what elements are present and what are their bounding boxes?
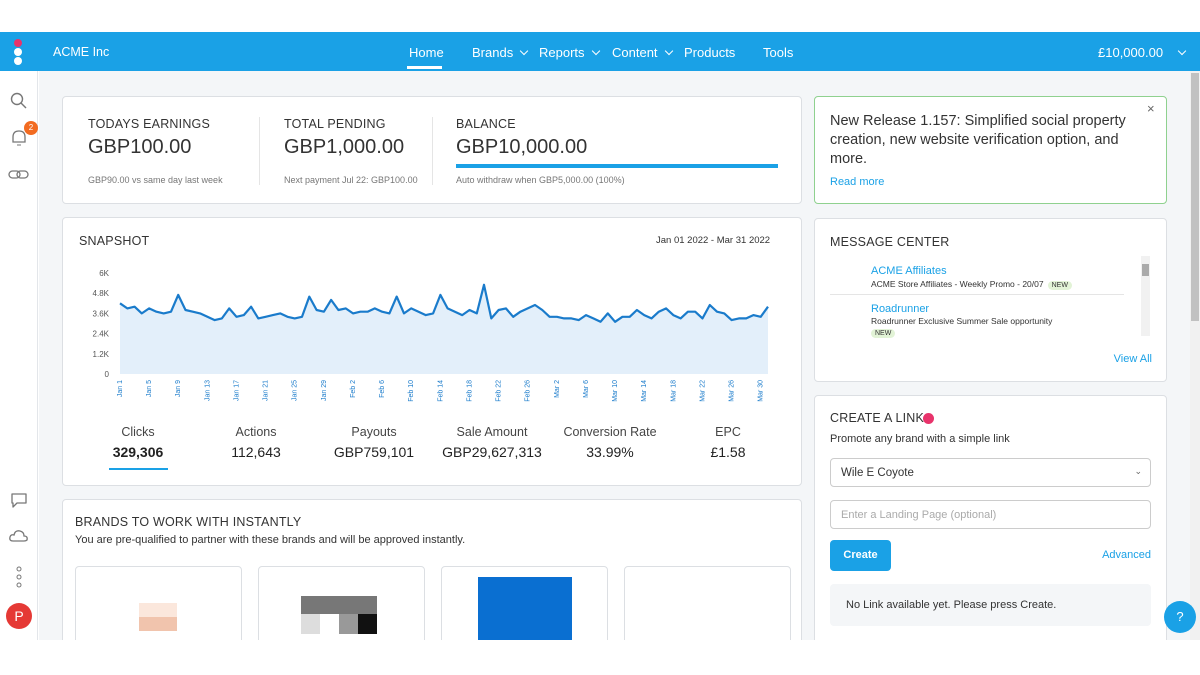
top-nav <box>0 32 1200 71</box>
logo-dot <box>14 48 22 56</box>
logo[interactable] <box>14 39 22 47</box>
advanced-link[interactable]: Advanced <box>1102 549 1151 561</box>
message-from[interactable]: ACME Affiliates <box>871 265 947 277</box>
create-link-card: CREATE A LINK Promote any brand with a s… <box>814 395 1167 655</box>
metric-label[interactable]: Payouts <box>351 425 397 439</box>
bottom-band <box>0 640 1200 675</box>
brands-card: BRANDS TO WORK WITH INSTANTLY You are pr… <box>62 499 802 659</box>
cloud-icon[interactable] <box>8 528 30 544</box>
chat-icon[interactable] <box>9 491 29 509</box>
message-tag: NEW <box>1047 281 1072 290</box>
metric-value: 329,306 <box>112 444 164 460</box>
help-button[interactable]: ? <box>1164 601 1196 633</box>
brand-select[interactable]: Wile E Coyote ⌄ <box>830 458 1151 487</box>
metric-label[interactable]: Clicks <box>121 425 155 439</box>
earnings-note: GBP90.00 vs same day last week <box>88 175 223 185</box>
brand-name[interactable]: ACME Inc <box>53 45 110 59</box>
earnings-note: Auto withdraw when GBP5,000.00 (100%) <box>456 175 625 185</box>
metric-value: 112,643 <box>231 444 281 460</box>
nav-item[interactable]: Content <box>612 45 673 60</box>
scrollbar <box>1190 71 1200 640</box>
brands-title: BRANDS TO WORK WITH INSTANTLY <box>75 515 302 529</box>
release-card: New Release 1.157: Simplified social pro… <box>814 96 1167 204</box>
metric-underline <box>109 468 168 470</box>
divider <box>432 117 433 185</box>
info-icon[interactable] <box>923 413 934 424</box>
nav-item[interactable]: Products <box>684 45 736 60</box>
metric-label[interactable]: Actions <box>235 425 277 439</box>
create-button[interactable]: Create <box>830 540 891 571</box>
earnings-card: TODAYS EARNINGS GBP100.00 GBP90.00 vs sa… <box>62 96 802 204</box>
message-text[interactable]: Roadrunner Exclusive Summer Sale opportu… <box>871 316 1053 326</box>
metric-label[interactable]: Sale Amount <box>456 425 528 439</box>
message-scroll-thumb[interactable] <box>1142 264 1149 276</box>
read-more[interactable]: Read more <box>830 176 885 188</box>
balance-menu[interactable]: £10,000.00 <box>1098 45 1187 60</box>
metric-value: GBP759,101 <box>333 444 415 460</box>
brand-logo <box>301 596 377 634</box>
earnings-title: TOTAL PENDING <box>284 117 386 131</box>
earnings-amount: GBP100.00 <box>88 136 192 158</box>
balance[interactable]: £10,000.00 <box>1098 45 1164 60</box>
snapshot-card: SNAPSHOT Jan 01 2022 - Mar 31 2022 Click… <box>62 217 802 486</box>
close-button[interactable]: × <box>1147 101 1155 116</box>
avatar[interactable]: P <box>6 603 32 629</box>
create-link-title: CREATE A LINK <box>830 411 925 425</box>
metric-label[interactable]: Conversion Rate <box>563 425 657 439</box>
release-text: New Release 1.157: Simplified social pro… <box>830 113 1126 167</box>
divider <box>830 294 1124 295</box>
message-center: MESSAGE CENTER ACME Affiliates ACME Stor… <box>814 218 1167 382</box>
message-tag: NEW <box>871 329 896 338</box>
nav-item[interactable]: Tools <box>763 45 794 60</box>
nav-item[interactable]: Reports <box>539 45 600 60</box>
message-text[interactable]: ACME Store Affiliates - Weekly Promo - 2… <box>871 279 1072 290</box>
nav-item[interactable]: Home <box>409 45 444 60</box>
scroll-thumb[interactable] <box>1191 73 1199 321</box>
metric-value: £1.58 <box>710 444 746 460</box>
search-icon[interactable] <box>9 91 29 111</box>
snapshot-title: SNAPSHOT <box>79 234 150 248</box>
divider <box>259 117 260 185</box>
sidebar: 2 P <box>0 71 38 640</box>
brand-logo <box>478 577 572 647</box>
message-from[interactable]: Roadrunner <box>871 303 930 315</box>
earnings-amount: GBP1,000.00 <box>284 136 405 158</box>
progress-bar <box>456 164 778 168</box>
metric-value: 33.99% <box>586 444 634 460</box>
date-range[interactable]: Jan 01 2022 - Mar 31 2022 <box>656 235 771 246</box>
active-underline <box>407 66 442 69</box>
notification-badge: 2 <box>24 121 38 135</box>
earnings-note: Next payment Jul 22: GBP100.00 <box>284 175 418 185</box>
earnings-title: TODAYS EARNINGS <box>88 117 211 131</box>
message-scrollbar <box>1141 256 1150 336</box>
more-icon[interactable] <box>15 566 23 588</box>
brand-logo <box>139 603 177 631</box>
nav-label[interactable]: Content <box>612 45 658 60</box>
select-value[interactable]: Wile E Coyote <box>841 467 914 479</box>
brands-subtitle: You are pre-qualified to partner with th… <box>75 534 466 546</box>
landing-page-input[interactable]: Enter a Landing Page (optional) <box>830 500 1151 529</box>
earnings-amount: GBP10,000.00 <box>456 136 588 158</box>
bell-icon[interactable] <box>9 128 29 148</box>
message-body[interactable]: ACME Store Affiliates - Weekly Promo - 2… <box>871 279 1044 289</box>
earnings-title: BALANCE <box>456 117 516 131</box>
nav-item[interactable]: Brands <box>472 45 529 60</box>
create-link-subtitle: Promote any brand with a simple link <box>830 433 1010 445</box>
nav-label[interactable]: Brands <box>472 45 514 60</box>
view-all[interactable]: View All <box>1113 353 1152 365</box>
link-icon[interactable] <box>8 169 30 181</box>
message-title: MESSAGE CENTER <box>830 235 950 249</box>
metric-label[interactable]: EPC <box>715 425 741 439</box>
empty-link: No Link available yet. Please press Crea… <box>830 584 1151 626</box>
nav-label[interactable]: Reports <box>539 45 585 60</box>
logo-dot <box>14 57 22 65</box>
metric-value: GBP29,627,313 <box>442 444 542 460</box>
